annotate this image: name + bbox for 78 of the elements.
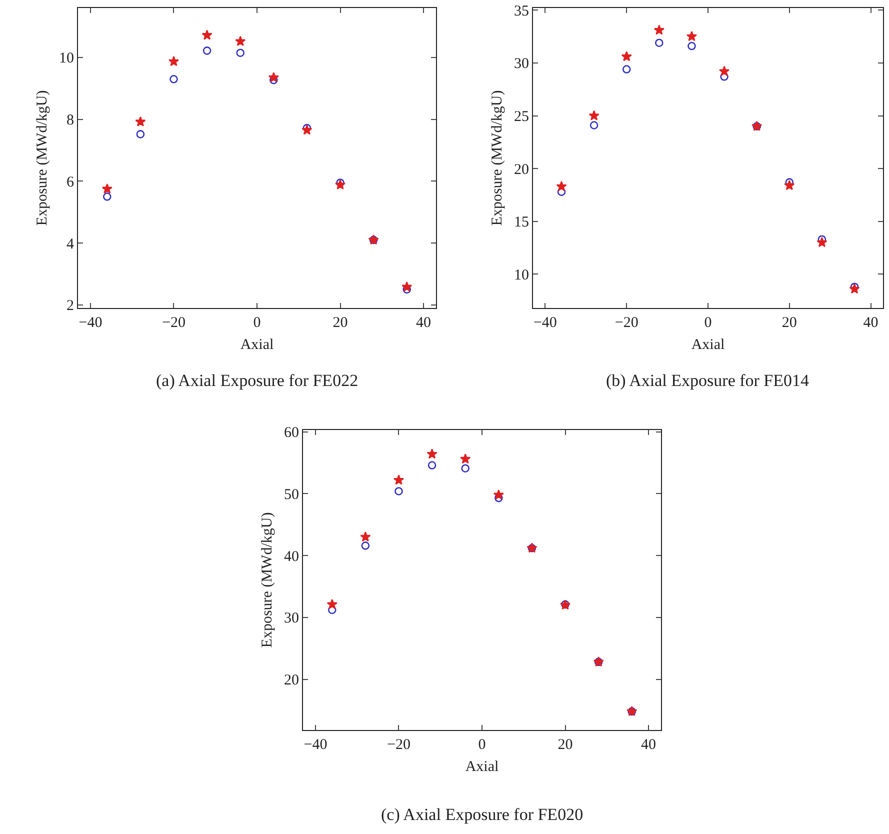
x-tick-label: −40 <box>304 737 328 753</box>
y-tick-label: 35 <box>514 3 529 20</box>
x-axis-title: Axial <box>465 759 499 775</box>
point <box>688 42 696 50</box>
point <box>202 30 212 40</box>
point <box>460 454 471 464</box>
x-tick-label: 0 <box>478 737 486 753</box>
y-tick-label: 50 <box>284 486 299 503</box>
x-tick-label: −40 <box>533 315 557 331</box>
point <box>622 65 631 74</box>
point <box>556 180 567 192</box>
x-tick-label: 20 <box>782 315 797 331</box>
y-tick-label: 20 <box>514 162 529 178</box>
point <box>655 38 664 48</box>
y-axis-title: Exposure (MWd/kgU) <box>259 512 276 648</box>
text: (b) Axial Exposure for FE014 <box>606 371 810 390</box>
y-tick-label: 30 <box>284 610 299 627</box>
y-tick-label: 10 <box>59 50 74 67</box>
x-tick-label: −40 <box>78 315 102 331</box>
point <box>718 66 730 76</box>
text: (a) Axial Exposure for FE022 <box>156 371 358 390</box>
x-tick-label: −20 <box>162 315 186 331</box>
point <box>168 56 180 66</box>
x-tick-label: −20 <box>387 737 410 753</box>
point <box>849 283 860 294</box>
point <box>394 487 403 496</box>
point <box>393 474 404 485</box>
point <box>102 192 112 201</box>
y-tick-label: 6 <box>66 174 74 190</box>
point <box>590 121 598 130</box>
y-tick-label: 2 <box>66 298 74 314</box>
point <box>136 130 145 138</box>
y-axis-title: Exposure (MWd/kgU) <box>34 90 50 226</box>
point <box>426 448 438 459</box>
point <box>334 179 346 190</box>
y-tick-label: 20 <box>284 672 299 689</box>
point <box>428 461 436 470</box>
y-tick-label: 10 <box>514 267 529 284</box>
x-tick-label: 20 <box>332 315 348 331</box>
point <box>816 236 828 248</box>
point <box>361 542 370 550</box>
point <box>784 180 795 190</box>
point <box>588 110 600 120</box>
point <box>326 598 338 610</box>
point <box>236 48 244 57</box>
x-tick-label: −20 <box>614 315 638 331</box>
y-tick-label: 4 <box>66 236 74 252</box>
point <box>621 51 632 62</box>
x-tick-label: 0 <box>253 315 261 331</box>
x-axis-title: Axial <box>240 337 274 353</box>
point <box>720 72 728 81</box>
point <box>461 464 470 472</box>
point <box>202 46 212 55</box>
point <box>102 183 112 194</box>
point <box>135 116 146 126</box>
x-tick-label: 20 <box>558 737 573 753</box>
point <box>402 281 412 292</box>
point <box>360 531 371 542</box>
point <box>268 72 279 82</box>
point <box>170 74 178 84</box>
point <box>686 30 698 42</box>
y-tick-label: 25 <box>514 109 529 125</box>
point <box>235 36 246 46</box>
y-tick-label: 8 <box>66 112 74 129</box>
point <box>302 124 312 135</box>
x-tick-label: 40 <box>641 737 656 753</box>
point <box>654 24 664 35</box>
y-tick-label: 60 <box>284 425 299 442</box>
y-tick-label: 40 <box>284 548 299 565</box>
x-tick-label: 40 <box>416 315 432 331</box>
x-axis-title: Axial <box>691 337 725 353</box>
x-tick-label: 0 <box>704 315 712 331</box>
x-tick-label: 40 <box>863 315 878 331</box>
y-tick-label: 15 <box>514 214 529 231</box>
text: (c) Axial Exposure for FE020 <box>381 805 584 824</box>
point <box>493 489 504 500</box>
y-tick-label: 30 <box>514 56 529 72</box>
y-axis-title: Exposure (MWd/kgU) <box>489 90 506 226</box>
